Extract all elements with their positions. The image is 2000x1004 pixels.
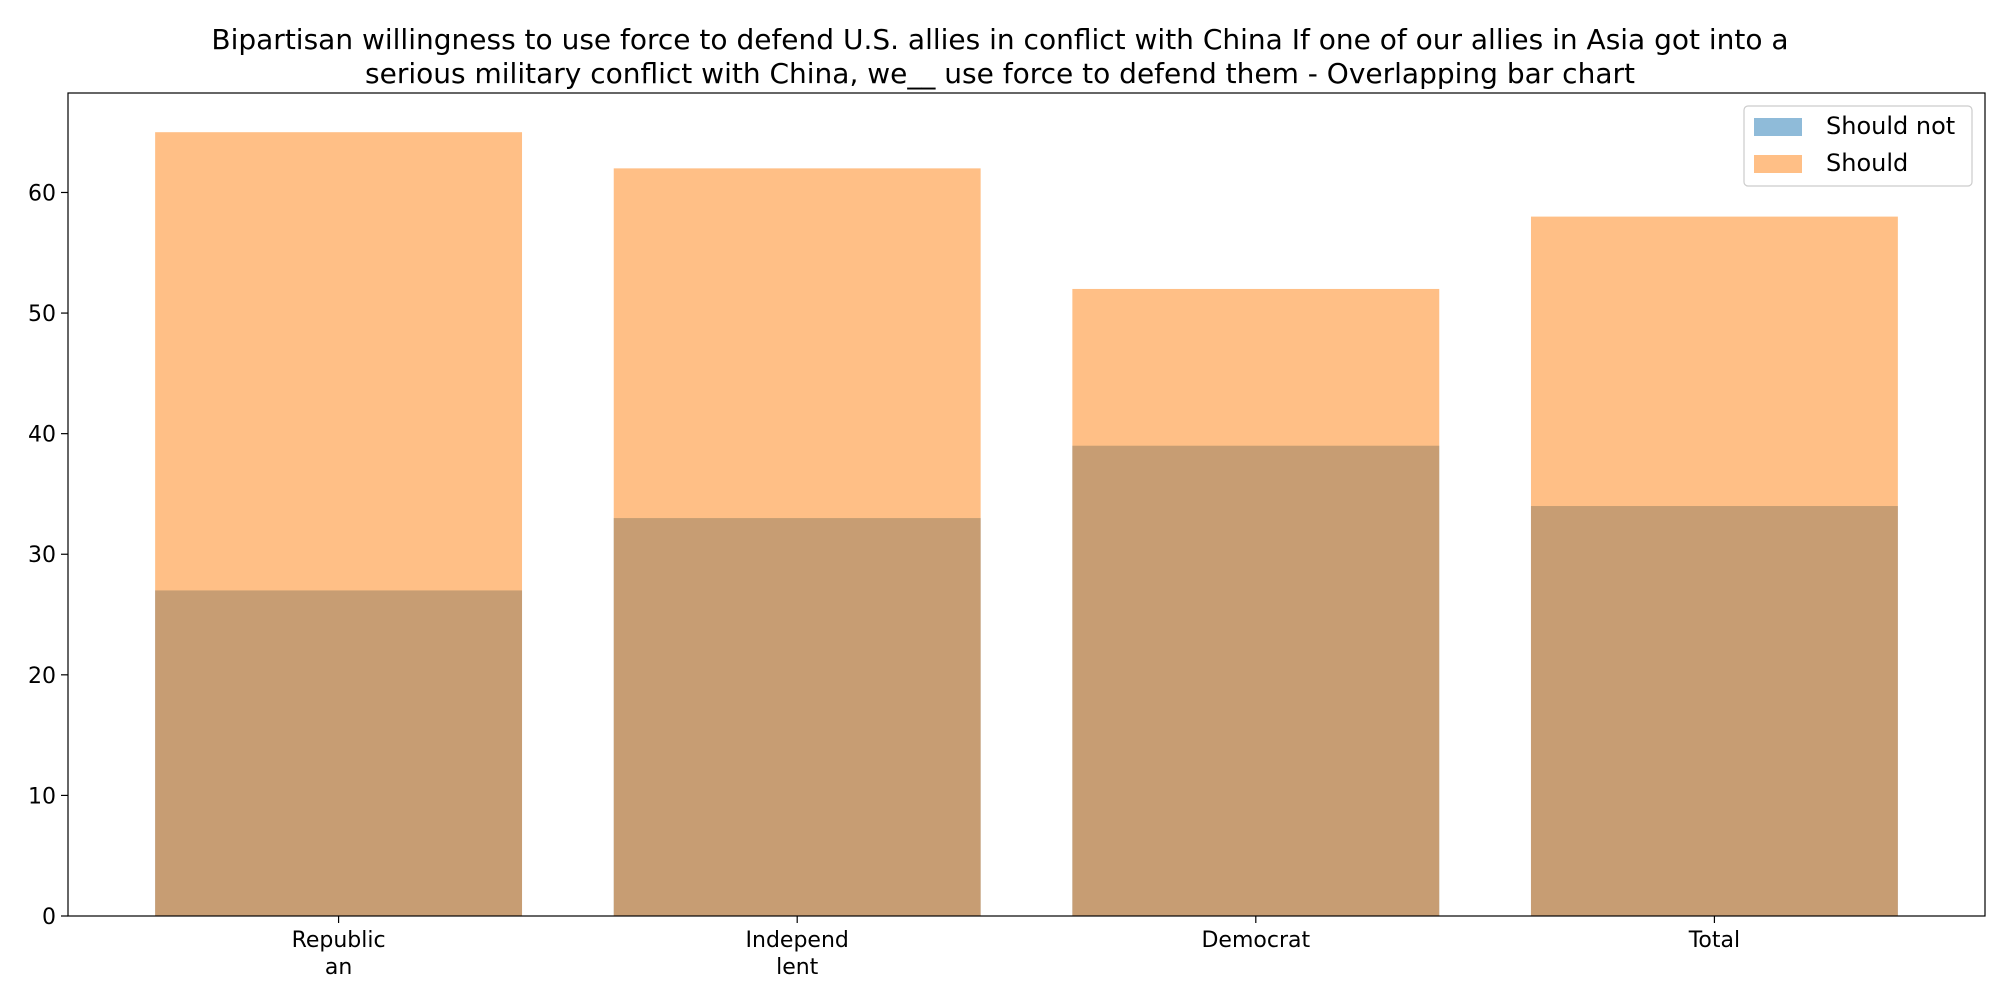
bar-should-2 (1072, 288, 1440, 916)
bar-should-1 (613, 168, 981, 916)
plot-frame (67, 92, 1986, 917)
bar-should-3 (1530, 216, 1898, 917)
bar-should-0 (155, 132, 523, 916)
chart-title: Bipartisan willingness to use force to d… (211, 23, 1788, 90)
chart-title-line: Bipartisan willingness to use force to d… (211, 23, 1788, 56)
y-tick-label: 60 (28, 181, 56, 206)
x-tick-label: Democrat (1201, 928, 1310, 953)
y-tick-label: 20 (28, 664, 56, 689)
y-tick-label: 50 (28, 302, 56, 327)
legend-label: Should (1826, 149, 1908, 177)
x-tick-label: an (325, 955, 352, 980)
legend-swatch (1754, 118, 1802, 136)
x-tick-label: Independ (746, 928, 849, 953)
x-tick-label: lent (776, 955, 819, 980)
x-tick-label: Republic (292, 928, 386, 953)
y-tick-label: 0 (42, 905, 56, 930)
legend-swatch (1754, 155, 1802, 173)
x-tick-label: Total (1688, 928, 1740, 953)
chart-title-line: serious military conflict with China, we… (365, 57, 1635, 90)
legend: Should not Should (1743, 105, 1973, 187)
y-tick-label: 40 (28, 423, 56, 448)
y-tick-label: 10 (28, 784, 56, 809)
y-tick-label: 30 (28, 543, 56, 568)
bars (155, 132, 1898, 917)
legend-label: Should not (1826, 112, 1955, 140)
